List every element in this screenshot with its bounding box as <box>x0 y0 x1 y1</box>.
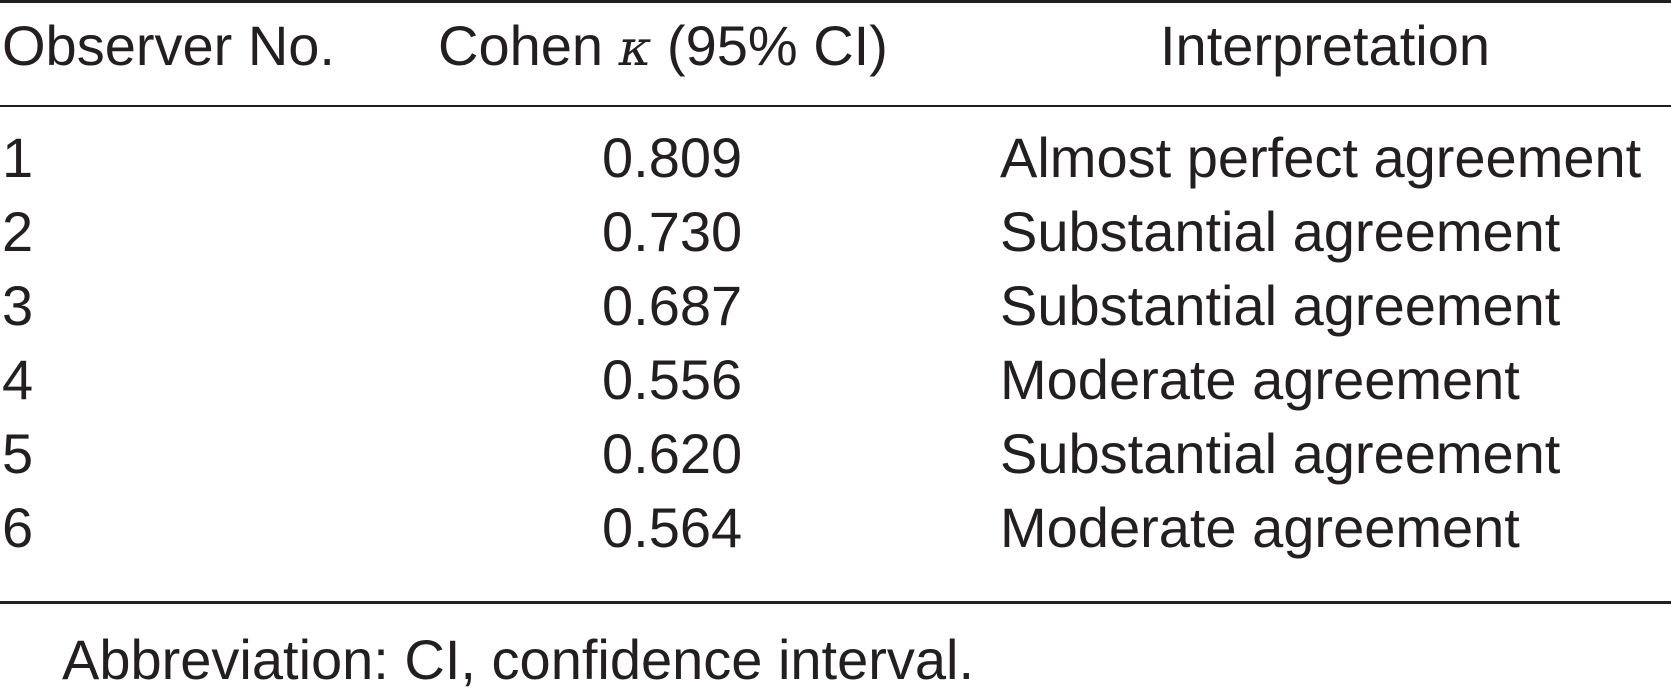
row-kappa: 0.687 <box>602 274 743 337</box>
header-kappa: Cohen κ (95% CI) <box>438 14 888 80</box>
header-kappa-symbol: κ <box>618 19 652 77</box>
table-footnote: Abbreviation: CI, confidence interval. <box>62 628 975 691</box>
row-observer: 4 <box>2 348 34 411</box>
row-kappa: 0.620 <box>602 422 743 485</box>
table-bottom-rule <box>0 601 1671 604</box>
table-top-rule <box>0 0 1671 3</box>
header-kappa-suffix: (95% CI) <box>651 14 888 77</box>
row-observer: 3 <box>2 274 34 337</box>
row-observer: 2 <box>2 200 34 263</box>
row-interpretation: Moderate agreement <box>1000 496 1520 559</box>
header-kappa-prefix: Cohen <box>438 14 619 77</box>
table-header-rule <box>0 105 1671 107</box>
row-observer: 6 <box>2 496 34 559</box>
row-observer: 5 <box>2 422 34 485</box>
row-kappa: 0.730 <box>602 200 743 263</box>
row-interpretation: Substantial agreement <box>1000 274 1561 337</box>
row-interpretation: Substantial agreement <box>1000 200 1561 263</box>
header-interpretation: Interpretation <box>1160 14 1490 77</box>
header-observer: Observer No. <box>2 14 335 77</box>
row-interpretation: Moderate agreement <box>1000 348 1520 411</box>
row-observer: 1 <box>2 126 34 189</box>
row-kappa: 0.556 <box>602 348 743 411</box>
row-kappa: 0.809 <box>602 126 743 189</box>
row-interpretation: Substantial agreement <box>1000 422 1561 485</box>
row-interpretation: Almost perfect agreement <box>1000 126 1642 189</box>
row-kappa: 0.564 <box>602 496 743 559</box>
